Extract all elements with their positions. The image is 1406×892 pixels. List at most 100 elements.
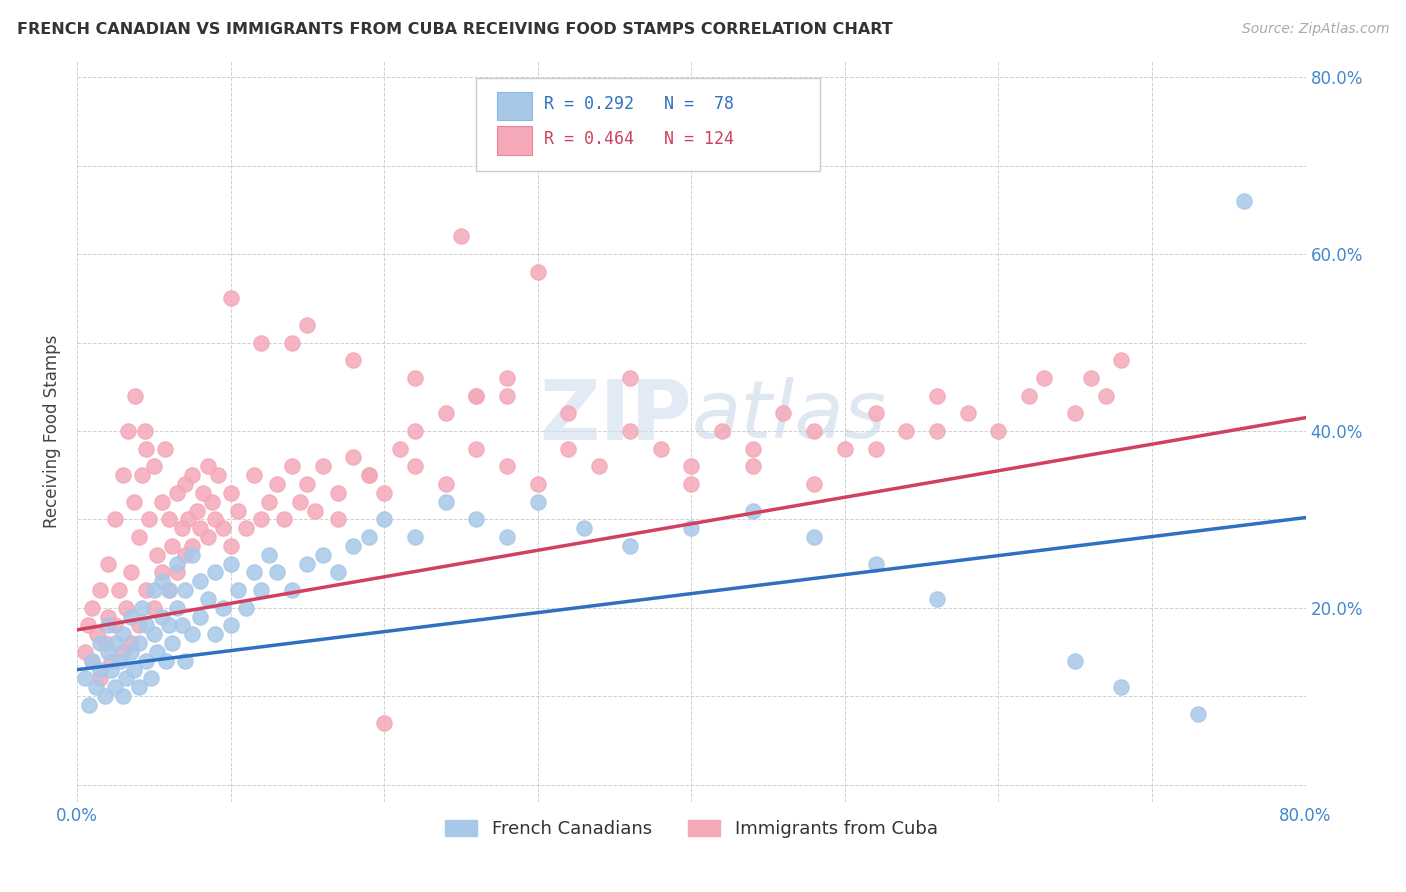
Point [1109, 681, 1132, 695]
Point [166, 485, 188, 500]
Point [135, 654, 157, 668]
Point [181, 468, 204, 483]
Point [496, 530, 519, 544]
Point [207, 468, 229, 483]
Point [181, 548, 204, 562]
Point [104, 512, 127, 526]
Point [434, 477, 457, 491]
Point [128, 618, 150, 632]
Point [176, 512, 198, 526]
Point [79, 698, 101, 712]
Point [97, 609, 120, 624]
Point [312, 459, 335, 474]
Point [342, 539, 364, 553]
Point [201, 494, 224, 508]
Point [186, 503, 208, 517]
Point [465, 388, 488, 402]
Point [228, 583, 250, 598]
Point [112, 627, 135, 641]
Point [803, 477, 825, 491]
Point [496, 388, 519, 402]
Point [1033, 371, 1056, 385]
Point [112, 645, 135, 659]
Point [373, 512, 395, 526]
Point [373, 715, 395, 730]
Point [128, 636, 150, 650]
Point [131, 468, 153, 483]
Point [250, 583, 273, 598]
Point [681, 459, 703, 474]
Point [266, 477, 288, 491]
Point [166, 557, 188, 571]
Point [84, 681, 107, 695]
Point [142, 600, 165, 615]
Point [191, 485, 214, 500]
Point [89, 663, 111, 677]
Point [588, 459, 610, 474]
Text: ZIP: ZIP [538, 376, 692, 457]
Point [250, 335, 273, 350]
Point [865, 406, 887, 420]
Bar [498, 92, 531, 120]
Point [741, 503, 763, 517]
Point [135, 618, 157, 632]
Point [772, 406, 794, 420]
Point [219, 618, 242, 632]
Point [619, 539, 641, 553]
Point [204, 627, 226, 641]
Point [120, 645, 142, 659]
Point [89, 636, 111, 650]
Point [170, 521, 193, 535]
Point [219, 539, 242, 553]
Point [388, 442, 411, 456]
Point [188, 521, 211, 535]
Point [1080, 371, 1102, 385]
Point [150, 574, 173, 589]
Point [219, 557, 242, 571]
Point [82, 654, 104, 668]
Point [404, 459, 426, 474]
Point [122, 494, 145, 508]
Point [150, 494, 173, 508]
Point [93, 636, 115, 650]
Point [97, 557, 120, 571]
Point [925, 388, 948, 402]
Point [650, 442, 672, 456]
Point [150, 566, 173, 580]
Point [100, 663, 122, 677]
Point [242, 468, 264, 483]
Point [115, 600, 138, 615]
Point [250, 512, 273, 526]
Point [526, 477, 548, 491]
Point [197, 530, 219, 544]
Point [82, 600, 104, 615]
Point [357, 530, 380, 544]
Point [104, 618, 127, 632]
Point [404, 371, 426, 385]
Point [1064, 406, 1087, 420]
Point [297, 318, 319, 332]
Point [142, 459, 165, 474]
Legend: French Canadians, Immigrants from Cuba: French Canadians, Immigrants from Cuba [437, 813, 945, 846]
Point [104, 681, 127, 695]
Point [434, 494, 457, 508]
Point [139, 672, 162, 686]
Point [619, 371, 641, 385]
Point [86, 627, 108, 641]
Point [450, 229, 472, 244]
Point [181, 539, 204, 553]
Text: Source: ZipAtlas.com: Source: ZipAtlas.com [1241, 22, 1389, 37]
Point [619, 424, 641, 438]
Point [288, 494, 311, 508]
Point [89, 672, 111, 686]
Point [157, 583, 180, 598]
Point [131, 600, 153, 615]
Point [157, 512, 180, 526]
Point [987, 424, 1010, 438]
Text: atlas: atlas [692, 377, 886, 455]
Point [281, 583, 304, 598]
Point [1064, 654, 1087, 668]
Point [100, 654, 122, 668]
Point [342, 353, 364, 368]
Point [150, 609, 173, 624]
